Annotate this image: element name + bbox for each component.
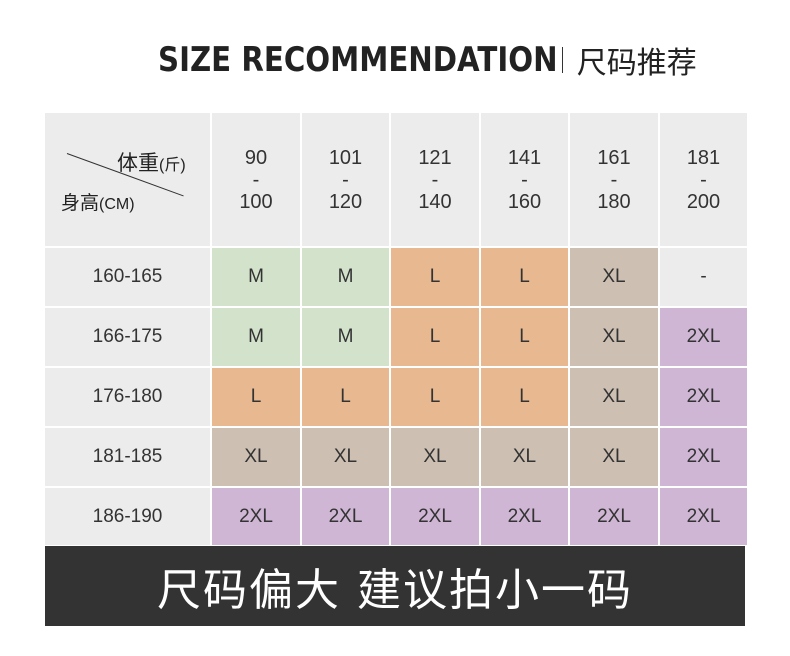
size-cell: M [212, 248, 300, 306]
title-divider [561, 47, 563, 73]
size-cell: L [481, 368, 568, 426]
size-cell: XL [391, 428, 479, 486]
height-row-label: 186-190 [45, 488, 210, 545]
size-cell: M [212, 308, 300, 366]
size-cell: M [302, 248, 389, 306]
page-title: SIZE RECOMMENDATION 尺码推荐 [0, 38, 790, 82]
weight-column-header: 121-140 [391, 113, 479, 246]
table-corner-header: 体重(斤) 身高(CM) [45, 113, 210, 246]
size-cell: XL [212, 428, 300, 486]
size-cell: L [391, 368, 479, 426]
size-cell: L [481, 308, 568, 366]
height-row-label: 160-165 [45, 248, 210, 306]
size-table: 体重(斤) 身高(CM) 90-100 101-120 121-140 141-… [45, 113, 747, 545]
size-cell: M [302, 308, 389, 366]
weight-column-header: 141-160 [481, 113, 568, 246]
size-cell: 2XL [481, 488, 568, 545]
weight-column-header: 181-200 [660, 113, 747, 246]
size-cell: L [391, 248, 479, 306]
weight-axis-label: 体重(斤) [117, 152, 186, 175]
size-cell: XL [570, 308, 658, 366]
size-cell: 2XL [660, 308, 747, 366]
weight-column-header: 90-100 [212, 113, 300, 246]
size-cell: XL [570, 248, 658, 306]
height-axis-label: 身高(CM) [61, 193, 135, 214]
size-cell: 2XL [660, 368, 747, 426]
weight-column-header: 101-120 [302, 113, 389, 246]
size-cell: 2XL [302, 488, 389, 545]
size-cell: 2XL [660, 428, 747, 486]
size-cell: XL [570, 428, 658, 486]
size-cell: L [212, 368, 300, 426]
size-cell: XL [481, 428, 568, 486]
title-chinese: 尺码推荐 [576, 46, 697, 81]
size-cell: L [391, 308, 479, 366]
size-cell: 2XL [391, 488, 479, 545]
height-row-label: 181-185 [45, 428, 210, 486]
size-cell: - [660, 248, 747, 306]
weight-column-header: 161-180 [570, 113, 658, 246]
size-cell: XL [302, 428, 389, 486]
size-cell: 2XL [570, 488, 658, 545]
size-cell: 2XL [660, 488, 747, 545]
size-cell: L [481, 248, 568, 306]
title-english: SIZE RECOMMENDATION [158, 40, 558, 80]
size-cell: 2XL [212, 488, 300, 545]
height-row-label: 166-175 [45, 308, 210, 366]
size-cell: XL [570, 368, 658, 426]
height-row-label: 176-180 [45, 368, 210, 426]
size-cell: L [302, 368, 389, 426]
size-advice-banner: 尺码偏大 建议拍小一码 [45, 546, 745, 626]
